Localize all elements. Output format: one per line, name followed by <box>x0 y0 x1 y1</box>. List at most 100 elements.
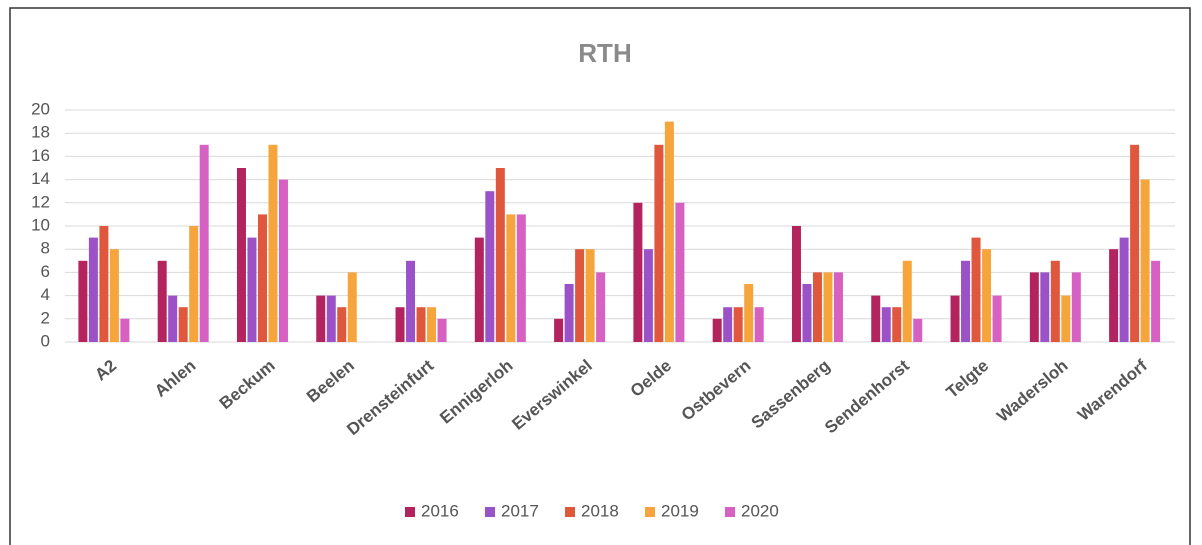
bar <box>1040 272 1050 342</box>
bar <box>268 144 278 342</box>
bar <box>575 249 585 342</box>
bar <box>902 260 912 342</box>
x-tick-label: Beelen <box>303 356 358 406</box>
bar <box>474 237 484 342</box>
bar <box>88 237 98 342</box>
y-tick-label: 18 <box>31 123 50 142</box>
bar <box>1119 237 1129 342</box>
bar <box>754 307 764 342</box>
legend-swatch <box>645 507 655 517</box>
bar <box>802 284 812 342</box>
x-tick-label: Sendenhorst <box>821 356 913 438</box>
bar <box>178 307 188 342</box>
bar <box>347 272 357 342</box>
bar <box>643 249 653 342</box>
bar <box>712 318 722 342</box>
x-tick-label: Warendorf <box>1074 356 1151 425</box>
y-tick-label: 10 <box>31 215 50 234</box>
legend-label: 2019 <box>661 501 699 520</box>
y-tick-label: 12 <box>31 192 50 211</box>
bar <box>596 272 606 342</box>
bar <box>950 295 960 342</box>
bar <box>744 284 754 342</box>
bar <box>337 307 347 342</box>
bar <box>675 202 685 342</box>
y-tick-label: 2 <box>41 308 50 327</box>
bar <box>892 307 902 342</box>
bar <box>791 226 801 342</box>
bar <box>168 295 178 342</box>
bar <box>913 318 923 342</box>
bar <box>316 295 326 342</box>
bar <box>664 121 674 342</box>
x-tick-label: Beckum <box>216 356 279 413</box>
x-tick-label: Telgte <box>943 356 993 402</box>
frame <box>9 7 1191 545</box>
bar <box>982 249 992 342</box>
bar <box>564 284 574 342</box>
bar <box>812 272 822 342</box>
x-tick-label: Oelde <box>627 356 675 401</box>
legend-swatch <box>405 507 415 517</box>
bar <box>395 307 405 342</box>
bar <box>109 249 119 342</box>
bar <box>78 260 88 342</box>
bar <box>485 191 495 342</box>
bar <box>971 237 981 342</box>
x-tick-label: Wadersloh <box>993 356 1071 426</box>
bar <box>992 295 1002 342</box>
y-tick-label: 8 <box>41 239 50 258</box>
bar <box>1029 272 1039 342</box>
bar <box>723 307 733 342</box>
bar <box>326 295 336 342</box>
bar <box>236 168 246 342</box>
bar <box>1061 295 1071 342</box>
bar <box>99 226 109 342</box>
y-tick-label: 6 <box>41 262 50 281</box>
bar <box>516 214 526 342</box>
bar <box>427 307 437 342</box>
bar <box>157 260 167 342</box>
legend-label: 2020 <box>741 501 779 520</box>
bar <box>506 214 516 342</box>
bar <box>881 307 891 342</box>
bar <box>437 318 447 342</box>
bar <box>1050 260 1060 342</box>
y-tick-label: 16 <box>31 146 50 165</box>
legend-label: 2018 <box>581 501 619 520</box>
bar <box>733 307 743 342</box>
bar <box>554 318 564 342</box>
bar <box>654 144 664 342</box>
legend-swatch <box>725 507 735 517</box>
y-tick-label: 0 <box>41 331 50 350</box>
bar <box>585 249 595 342</box>
x-tick-label: Everswinkel <box>508 356 596 434</box>
bar <box>406 260 416 342</box>
chart-title: RTH <box>578 38 631 68</box>
bar <box>871 295 881 342</box>
x-tick-label: Ennigerloh <box>436 356 516 428</box>
bar <box>961 260 971 342</box>
bar <box>633 202 643 342</box>
bar <box>833 272 843 342</box>
bar <box>416 307 426 342</box>
y-tick-label: 14 <box>31 169 50 188</box>
bar <box>1109 249 1119 342</box>
bar <box>1140 179 1150 342</box>
y-tick-label: 4 <box>41 285 50 304</box>
legend-swatch <box>565 507 575 517</box>
bar <box>120 318 130 342</box>
bar <box>247 237 257 342</box>
legend-label: 2017 <box>501 501 539 520</box>
x-tick-label: Ostbevern <box>678 356 755 425</box>
x-tick-label: Drensteinfurt <box>343 356 437 439</box>
bar <box>257 214 267 342</box>
legend-swatch <box>485 507 495 517</box>
legend-label: 2016 <box>421 501 459 520</box>
x-tick-label: Sassenberg <box>748 356 834 433</box>
bar <box>1130 144 1140 342</box>
bar <box>189 226 199 342</box>
bar <box>278 179 288 342</box>
bar <box>1151 260 1161 342</box>
